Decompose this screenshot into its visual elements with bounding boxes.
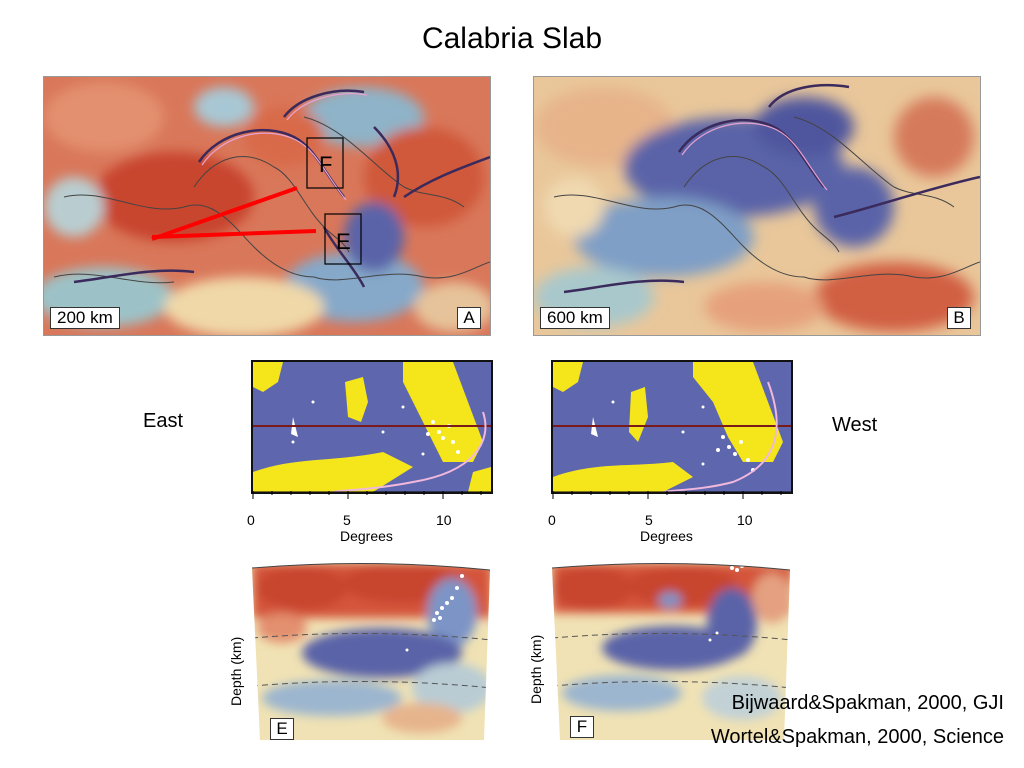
cross-section-f: F (551, 558, 792, 740)
axis-title-f: Degrees (640, 528, 693, 544)
label-west: West (832, 414, 878, 436)
box-f-label: F (319, 152, 332, 177)
tomography-map-b: 600 km B (533, 76, 981, 336)
degree-axis-e-ticks (251, 490, 491, 499)
map-letter-a: A (457, 307, 481, 329)
cross-section-e: E (251, 558, 492, 740)
map-letter-b: B (947, 307, 971, 329)
section-letter-e: E (270, 718, 294, 740)
tomography-map-a: F E 200 km A (43, 76, 491, 336)
section-f-box (306, 137, 344, 189)
citation-2: Wortel&Spakman, 2000, Science (710, 726, 1004, 748)
location-map-e (251, 360, 493, 494)
map-b-graphic (534, 77, 980, 335)
cross-section-f-graphic (551, 562, 791, 740)
degree-axis-f-ticks (551, 490, 791, 499)
box-e-label: E (336, 229, 351, 254)
profile-f-trace (151, 186, 298, 241)
depth-axis-label-f: Depth (km) (528, 634, 544, 704)
degree-axis-f (551, 490, 791, 502)
tick-e-5: 5 (343, 512, 351, 528)
slide-title: Calabria Slab (421, 22, 603, 55)
cross-section-e-graphic (251, 562, 491, 740)
degree-axis-e (251, 490, 491, 502)
section-letter-f: F (570, 716, 594, 738)
profile-e-trace (151, 229, 317, 239)
scale-label-b: 600 km (540, 307, 610, 329)
map-a-graphic: F E (44, 77, 490, 335)
tick-e-0: 0 (247, 512, 255, 528)
tick-f-0: 0 (548, 512, 556, 528)
tick-f-5: 5 (645, 512, 653, 528)
location-map-e-graphic (253, 362, 491, 493)
section-e-box (324, 213, 362, 265)
location-map-f (551, 360, 793, 494)
scale-label-a: 200 km (50, 307, 120, 329)
depth-axis-label-e: Depth (km) (228, 636, 244, 706)
tick-e-10: 10 (436, 512, 452, 528)
citation-1: Bijwaard&Spakman, 2000, GJI (731, 692, 1004, 714)
label-east: East (143, 410, 184, 432)
location-map-f-graphic (553, 362, 791, 493)
axis-title-e: Degrees (340, 528, 393, 544)
tick-f-10: 10 (737, 512, 753, 528)
